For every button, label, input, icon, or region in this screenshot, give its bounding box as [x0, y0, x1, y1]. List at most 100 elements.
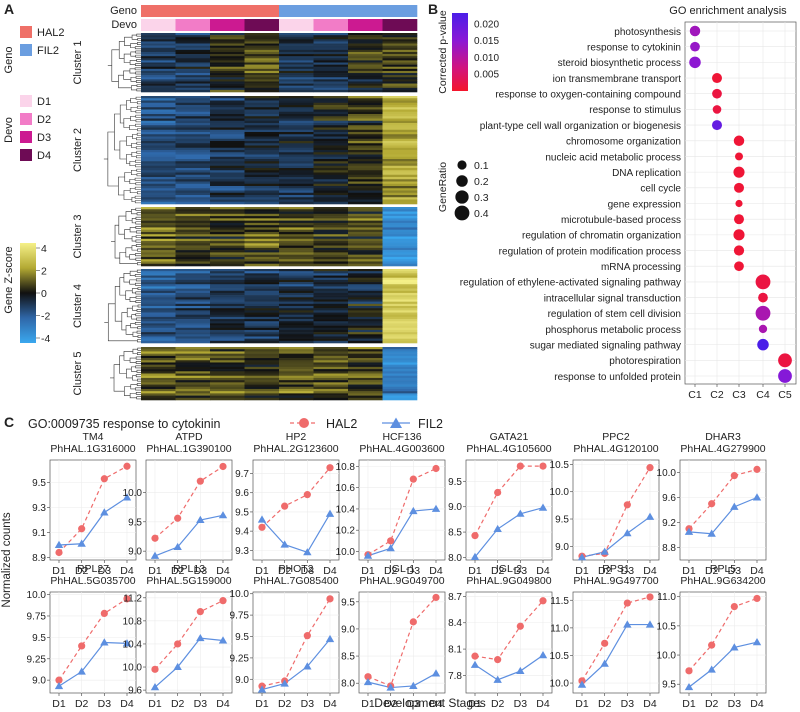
heatmap-cell [175, 247, 211, 251]
go-dot [778, 353, 792, 368]
heatmap-cell [348, 181, 383, 185]
heatmap-cell [313, 340, 349, 344]
heatmap-cell [279, 179, 314, 182]
subplot-ytick-label: 9.0 [555, 542, 569, 553]
heatmap-cell [382, 395, 418, 399]
dendrogram-branch [129, 270, 138, 276]
go-term-label: gene expression [608, 199, 681, 210]
heatmap-cell [244, 186, 280, 189]
dendrogram-branch [135, 374, 141, 378]
heatmap-cell [244, 391, 280, 394]
heatmap-cell [279, 89, 314, 93]
heatmap-cell [244, 114, 280, 117]
heatmap-cell [175, 231, 211, 235]
heatmap-cell [141, 388, 176, 392]
heatmap-cell [244, 154, 280, 158]
heatmap-cell [279, 395, 314, 399]
fil2-point [54, 540, 64, 548]
subplot-frame [679, 591, 767, 694]
heatmap-cell [244, 279, 280, 283]
heatmap-cell [175, 397, 211, 401]
subplot-gene-id: PhHAL.2G123600 [253, 443, 338, 455]
heatmap-cell [244, 231, 280, 235]
heatmap-cell [141, 127, 176, 131]
heatmap-cell [210, 143, 245, 146]
heatmap-cell [279, 349, 314, 352]
heatmap-cell [313, 129, 349, 133]
hal2-point [685, 667, 693, 675]
heatmap-cell [141, 39, 176, 42]
heatmap-cell [210, 177, 245, 180]
heatmap-cell [244, 195, 280, 198]
heatmap-cell [141, 98, 176, 101]
go-pvalue-tick-label: 0.020 [474, 20, 499, 31]
heatmap-cell [313, 120, 349, 124]
heatmap-cell [348, 386, 383, 390]
dendrogram-branch [107, 131, 119, 187]
heatmap-cell [313, 154, 349, 158]
fil2-point [707, 529, 716, 537]
heatmap-cell [382, 247, 418, 251]
heatmap-cell [313, 327, 349, 331]
heatmap-cell [348, 62, 383, 65]
heatmap-cell [244, 79, 280, 82]
dendrogram-branch [131, 366, 137, 372]
heatmap-cell [348, 225, 383, 228]
heatmap-cell [382, 181, 418, 185]
heatmap-cell [244, 371, 280, 374]
heatmap-cell [141, 45, 176, 49]
heatmap-cell [382, 100, 418, 104]
subplot-ytick-label: 10.2 [336, 526, 356, 537]
heatmap-cell [175, 51, 211, 55]
go-dot [690, 41, 700, 52]
legend-devo-swatch [20, 131, 32, 143]
hal2-point [730, 472, 738, 480]
subplot-gene-id: PhHAL.9G497700 [573, 575, 658, 587]
go-term-label: sugar mediated signaling pathway [530, 340, 681, 351]
dendrogram-branch [137, 304, 141, 308]
heatmap-cell [210, 209, 245, 212]
dendrogram-branch [136, 308, 141, 312]
heatmap-cell [279, 310, 314, 313]
go-ratio-legend: 0.10.20.30.4 [454, 160, 489, 221]
heatmap-cell [175, 118, 211, 122]
heatmap-cell [313, 229, 349, 233]
heatmap-cell [313, 358, 349, 361]
hal2-point [174, 514, 182, 522]
fil2-point [257, 685, 267, 693]
heatmap-cell [313, 250, 349, 253]
dendrogram-branch [131, 142, 137, 149]
heatmap-cell [210, 85, 245, 89]
go-ratio-dot [456, 175, 468, 187]
heatmap-cell [348, 43, 383, 46]
heatmap-cell [210, 111, 245, 115]
heatmap-cell [348, 338, 383, 342]
heatmap-cell [141, 252, 176, 255]
heatmap-cell [175, 323, 211, 326]
heatmap-cell [210, 145, 245, 149]
heatmap-cell [210, 100, 245, 104]
heatmap-cell [313, 73, 349, 76]
heatmap-cell [244, 188, 280, 191]
heatmap-cell [175, 150, 211, 153]
heatmap-cell [244, 321, 280, 324]
go-panel: GO enrichment analysis Corrected p-value… [437, 5, 797, 401]
heatmap-cell [313, 261, 349, 265]
heatmap-cell [348, 236, 383, 240]
heatmap-cell [382, 134, 418, 137]
heatmap-cell [382, 303, 418, 307]
heatmap-cell [141, 314, 176, 318]
geno-annotation-cell [279, 5, 314, 17]
legend-devo-title: Devo [3, 117, 15, 143]
heatmap-cell [313, 62, 349, 65]
heatmap-cell [279, 284, 314, 287]
subplot-xtick-label: D1 [468, 698, 482, 710]
heatmap-cell [382, 299, 418, 302]
fil2-point [150, 683, 160, 691]
subplot-ytick-label: 9.75 [27, 611, 47, 622]
heatmap-cell [141, 123, 176, 126]
heatmap-cell [141, 306, 176, 309]
heatmap-cell [279, 358, 314, 361]
go-xtick-label: C5 [778, 389, 792, 401]
heatmap-cell [244, 282, 280, 285]
